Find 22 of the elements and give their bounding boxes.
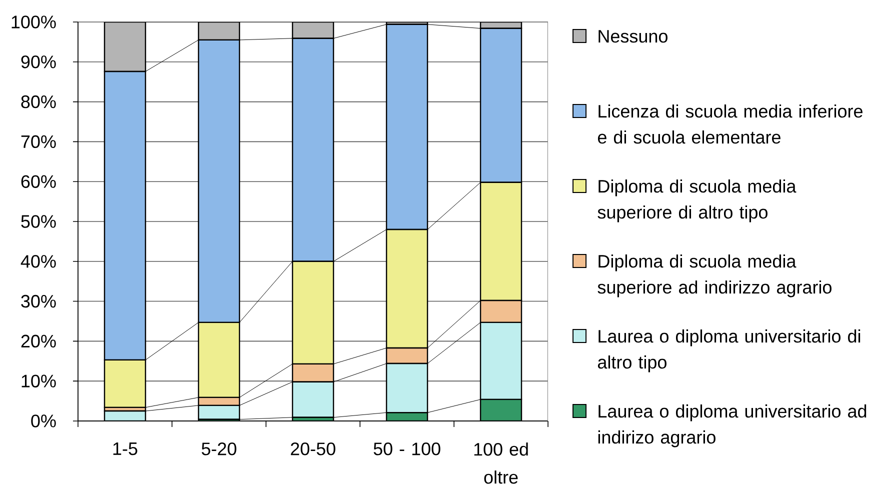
legend-label: Diploma di scuola media superiore di altro tipo xyxy=(598,179,796,222)
y-tick-label: 10% xyxy=(22,374,56,388)
y-tick-label: 50% xyxy=(21,215,56,228)
x-tick-label: 50 - 100 xyxy=(374,442,440,456)
y-tick-label: 30% xyxy=(21,294,56,308)
y-tick-label: 60% xyxy=(21,175,56,188)
legend-label: Laurea o diploma universitario di altro tipo xyxy=(598,329,860,372)
x-tick-label: 20-50 xyxy=(290,442,336,456)
x-tick-label: 1-5 xyxy=(113,442,138,456)
legend-label: Diploma di scuola media superiore ad indirizzo agrario xyxy=(598,254,832,298)
y-tick-label: 90% xyxy=(21,56,56,68)
y-tick-label: 20% xyxy=(21,334,56,348)
legend-label: Nessuno xyxy=(598,30,668,43)
x-tick-label: 100 ed oltre xyxy=(474,442,528,484)
y-tick-label: 0% xyxy=(31,414,56,428)
x-tick-label: 5-20 xyxy=(202,442,236,456)
y-tick-label: 40% xyxy=(20,255,56,268)
legend-label: Licenza di scuola media inferiore e di scuola elementare xyxy=(598,104,862,144)
y-tick-label: 100% xyxy=(12,16,56,28)
y-tick-label: 80% xyxy=(21,95,56,108)
legend-label: Laurea o diploma universitario ad indirizo agrario xyxy=(598,404,866,448)
y-tick-label: 70% xyxy=(21,135,56,148)
